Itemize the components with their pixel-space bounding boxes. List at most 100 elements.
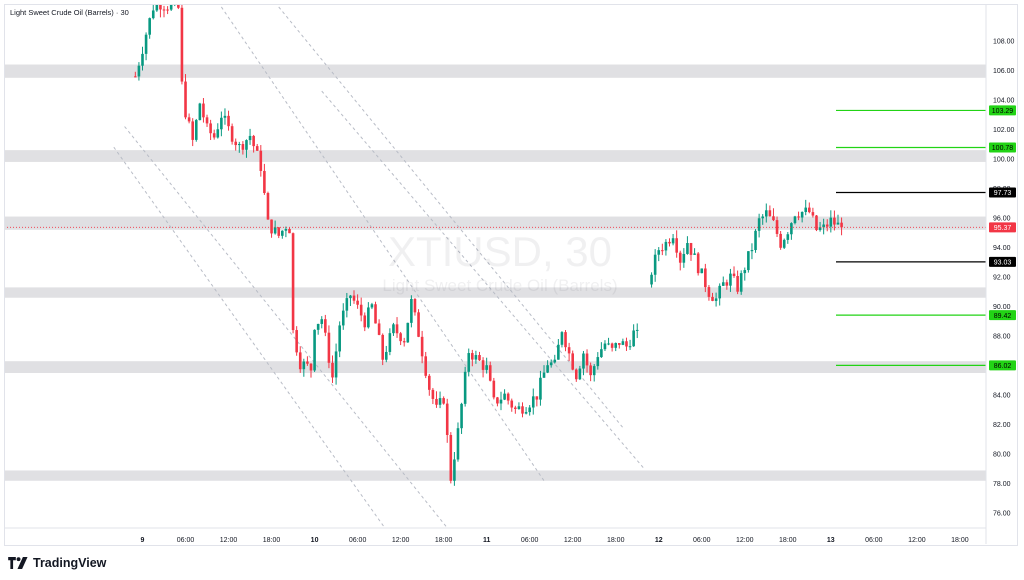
candle-body	[567, 347, 571, 354]
candle-body	[420, 336, 424, 357]
candle-body	[435, 398, 438, 405]
candle-body	[255, 146, 259, 151]
candle-body	[205, 117, 209, 124]
candle-body	[349, 295, 352, 299]
candle-body	[510, 400, 514, 408]
sr-zone	[5, 361, 986, 374]
candle-body	[281, 230, 284, 236]
candle-body	[313, 329, 316, 371]
time-tick-label: 10	[311, 537, 319, 544]
candle-body	[460, 403, 463, 429]
candle-body	[729, 273, 732, 286]
candle-body	[259, 150, 263, 171]
tradingview-brand[interactable]: TradingView	[8, 556, 106, 570]
time-tick-label: 18:00	[435, 537, 453, 544]
candle-body	[356, 300, 359, 305]
candle-body	[815, 215, 818, 231]
candle-body	[739, 273, 743, 292]
sr-zone	[5, 150, 986, 162]
candle-body	[402, 341, 406, 343]
symbol-title[interactable]: Light Sweet Crude Oil (Barrels) · 30	[10, 8, 129, 17]
candle-body	[689, 243, 693, 255]
candle-body	[406, 322, 410, 343]
candle-body	[173, 1, 176, 4]
candle-body	[442, 398, 445, 404]
time-tick-label: 18:00	[951, 537, 969, 544]
candle-body	[194, 120, 198, 140]
candle-body	[779, 233, 782, 248]
candle-body	[263, 170, 266, 194]
candle-body	[198, 103, 202, 121]
candle-body	[284, 228, 288, 231]
candle-body	[438, 398, 442, 405]
candle-body	[424, 356, 428, 376]
candle-body	[521, 406, 524, 414]
price-tick-label: 84.00	[993, 393, 1011, 400]
candle-body	[478, 355, 481, 361]
candle-body	[811, 212, 815, 216]
price-level-badge	[989, 310, 1016, 321]
candle-body	[359, 304, 363, 316]
candle-body	[155, 5, 159, 11]
candle-body	[800, 211, 804, 218]
plot-area	[5, 1, 986, 528]
candle-body	[191, 121, 194, 140]
candle-body	[804, 207, 808, 212]
candle-body	[632, 330, 635, 347]
candle-body	[535, 396, 539, 400]
price-tick-label: 106.00	[993, 68, 1015, 75]
price-level-badge	[989, 105, 1016, 116]
price-tick-label: 102.00	[993, 127, 1015, 134]
candle-body	[223, 115, 227, 118]
candle-body	[786, 234, 790, 240]
candle-body	[377, 323, 381, 335]
candle-body	[775, 220, 779, 234]
price-tick-label: 96.00	[993, 216, 1011, 223]
candle-body	[302, 361, 306, 370]
candle-body	[230, 126, 234, 142]
candle-body	[367, 307, 370, 328]
candle-body	[295, 330, 298, 353]
candle-body	[625, 341, 628, 347]
candle-body	[808, 207, 811, 213]
candle-body	[453, 459, 456, 481]
channel-line	[278, 6, 624, 428]
candle-body	[341, 310, 345, 326]
candle-body	[220, 117, 223, 130]
price-level-badge	[989, 187, 1016, 198]
candle-body	[592, 366, 596, 376]
time-tick-label: 18:00	[263, 537, 281, 544]
candle-body	[159, 5, 162, 10]
sr-zone	[5, 470, 986, 481]
sr-zone	[5, 64, 986, 78]
candle-body	[678, 252, 682, 263]
candle-body	[557, 344, 560, 360]
candle-body	[836, 222, 840, 225]
time-tick-label: 06:00	[177, 537, 195, 544]
candle-body	[151, 10, 155, 19]
candle-body	[607, 343, 610, 345]
candle-body	[320, 319, 324, 324]
price-tick-label: 104.00	[993, 97, 1015, 104]
candle-body	[503, 393, 506, 400]
candle-body	[499, 399, 503, 404]
candle-body	[180, 7, 184, 82]
candle-body	[234, 141, 238, 146]
candle-body	[137, 65, 141, 77]
candle-body	[388, 333, 392, 352]
candle-body	[209, 123, 212, 134]
price-level-badge	[989, 256, 1016, 267]
candle-body	[241, 144, 245, 150]
time-tick-label: 12:00	[220, 537, 238, 544]
candle-body	[782, 239, 786, 248]
candle-body	[714, 298, 718, 301]
candle-body	[668, 241, 671, 244]
candle-body	[650, 274, 653, 285]
candle-body	[564, 332, 567, 348]
time-tick-label: 11	[483, 537, 491, 544]
candle-body	[829, 217, 833, 227]
time-tick-label: 06:00	[865, 537, 883, 544]
price-tick-label: 80.00	[993, 452, 1011, 459]
candle-body	[144, 34, 148, 54]
